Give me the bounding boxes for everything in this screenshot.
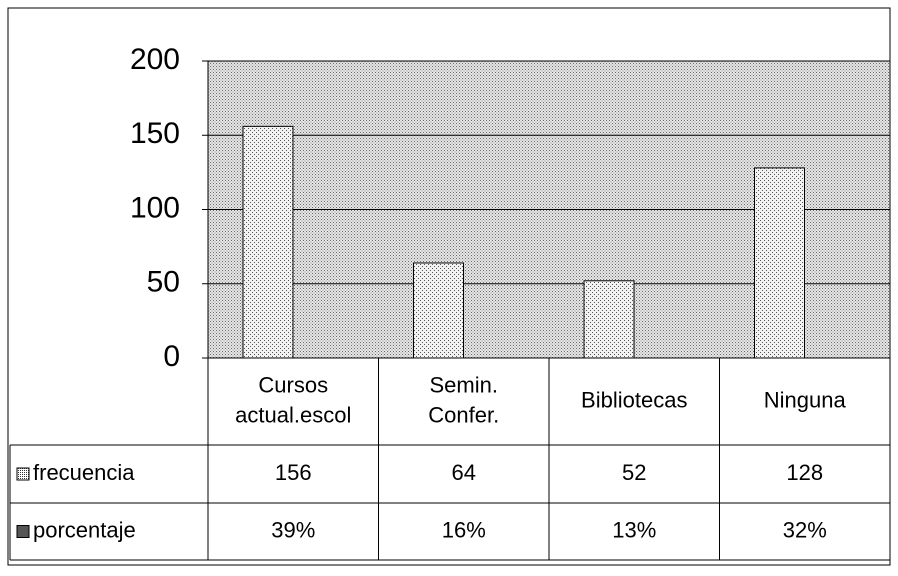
x-tick-label: Semin.: [430, 372, 498, 397]
y-tick-label: 200: [130, 43, 180, 76]
bar: [754, 167, 805, 359]
x-tick-label: Confer.: [428, 402, 499, 427]
table-value: 64: [452, 460, 476, 485]
y-tick-label: 50: [147, 266, 180, 299]
table-value: 52: [622, 460, 646, 485]
legend-key: [16, 467, 30, 481]
x-tick-label: actual.escol: [235, 402, 351, 427]
table-value: 39%: [271, 517, 315, 542]
x-tick-label: Bibliotecas: [581, 387, 687, 412]
legend-key: [16, 525, 30, 538]
bar: [242, 125, 294, 359]
y-tick-label: 150: [130, 117, 180, 150]
table-value: 13%: [612, 517, 656, 542]
table-value: 16%: [442, 517, 486, 542]
y-tick-label: 0: [163, 340, 180, 373]
bar: [583, 280, 635, 359]
bar: [413, 262, 464, 359]
legend-label: porcentaje: [33, 517, 136, 542]
y-tick-label: 100: [130, 191, 180, 224]
table-value: 32%: [783, 517, 827, 542]
table-value: 128: [786, 460, 823, 485]
legend-label: frecuencia: [33, 460, 135, 485]
x-tick-label: Ninguna: [764, 387, 847, 412]
table-value: 156: [275, 460, 312, 485]
x-tick-label: Cursos: [258, 372, 328, 397]
